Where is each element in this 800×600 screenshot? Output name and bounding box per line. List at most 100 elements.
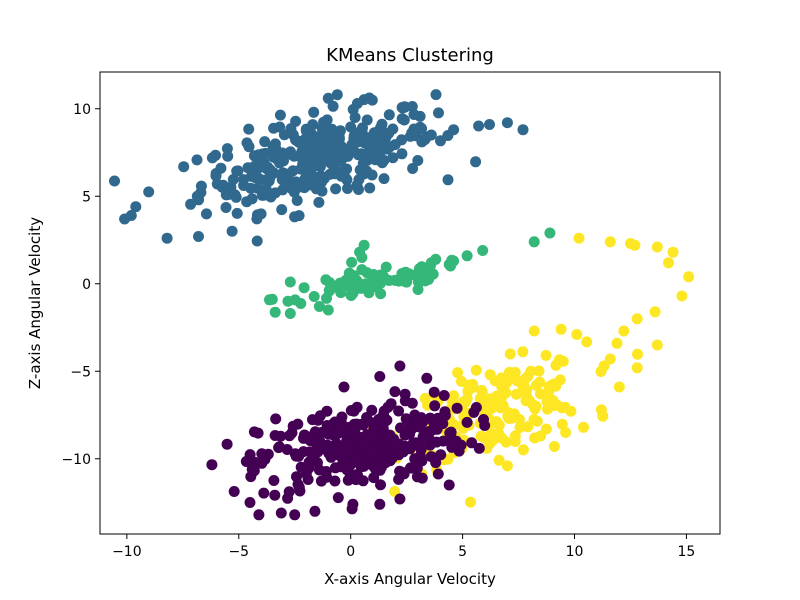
cluster-2-point-185 xyxy=(667,246,679,258)
cluster-0-point-279 xyxy=(210,149,221,161)
cluster-0-point-272 xyxy=(389,139,401,151)
cluster-0-point-244 xyxy=(143,186,155,198)
cluster-0-point-200 xyxy=(308,106,320,118)
cluster-2-point-95 xyxy=(509,436,521,447)
cluster-0-point-178 xyxy=(352,149,364,161)
cluster-0-point-331 xyxy=(484,119,495,130)
cluster-0-point-300 xyxy=(364,140,376,152)
cluster-0-point-297 xyxy=(295,136,307,148)
x-axis-label: X-axis Angular Velocity xyxy=(324,570,496,588)
cluster-2-point-121 xyxy=(509,366,521,378)
cluster-3-point-242 xyxy=(256,448,268,460)
cluster-3-point-329 xyxy=(338,381,350,393)
cluster-2-point-204 xyxy=(571,329,583,340)
cluster-3-point-236 xyxy=(393,405,405,417)
x-tick-label: −5 xyxy=(228,544,249,560)
cluster-2-point-68 xyxy=(540,349,552,361)
cluster-0-point-265 xyxy=(356,127,368,139)
cluster-0-point-112 xyxy=(396,113,408,125)
cluster-0-point-319 xyxy=(231,207,243,219)
cluster-0-point-295 xyxy=(351,179,363,191)
cluster-0-point-269 xyxy=(325,157,337,169)
cluster-0-point-161 xyxy=(340,173,352,184)
cluster-0-point-218 xyxy=(433,107,444,119)
cluster-3-point-178 xyxy=(361,412,373,423)
cluster-1-point-84 xyxy=(322,304,334,316)
cluster-0-point-289 xyxy=(255,208,267,220)
cluster-3-point-278 xyxy=(407,437,419,449)
cluster-0-point-296 xyxy=(274,121,286,133)
cluster-3-point-61 xyxy=(466,437,478,449)
cluster-3-point-308 xyxy=(331,449,343,460)
cluster-0-point-39 xyxy=(396,148,408,160)
cluster-2-point-178 xyxy=(475,430,487,442)
cluster-0-point-302 xyxy=(217,179,229,191)
cluster-1-point-94 xyxy=(461,250,473,262)
cluster-3-point-325 xyxy=(309,505,321,517)
cluster-0-point-301 xyxy=(285,146,296,158)
cluster-0-point-268 xyxy=(250,168,262,180)
cluster-0-point-330 xyxy=(448,124,460,136)
cluster-1-point-2 xyxy=(380,261,392,273)
cluster-0-point-333 xyxy=(517,124,529,136)
cluster-0-point-278 xyxy=(316,176,328,188)
cluster-3-point-323 xyxy=(275,507,287,519)
cluster-0-point-306 xyxy=(330,183,342,195)
cluster-1-point-86 xyxy=(358,239,370,251)
cluster-0-point-314 xyxy=(442,174,454,186)
cluster-0-point-281 xyxy=(305,150,317,162)
cluster-0-point-223 xyxy=(473,120,485,132)
cluster-0-point-262 xyxy=(251,235,263,247)
cluster-3-point-110 xyxy=(439,406,451,418)
cluster-0-point-102 xyxy=(387,152,399,164)
cluster-3-point-239 xyxy=(455,439,467,451)
plot-frame xyxy=(99,71,721,535)
cluster-0-point-329 xyxy=(425,129,437,141)
cluster-0-point-201 xyxy=(383,128,395,139)
cluster-3-point-314 xyxy=(312,414,324,426)
cluster-3-point-241 xyxy=(430,452,442,464)
y-tick-label: −10 xyxy=(61,452,91,468)
cluster-0-point-307 xyxy=(314,161,326,173)
cluster-0-point-61 xyxy=(361,114,373,126)
cluster-1-point-81 xyxy=(282,295,294,307)
cluster-0-point-305 xyxy=(338,146,350,157)
cluster-2-point-180 xyxy=(573,232,585,244)
cluster-3-point-315 xyxy=(384,429,396,441)
cluster-3-point-140 xyxy=(282,492,294,504)
cluster-0-point-318 xyxy=(268,151,280,163)
cluster-3-point-302 xyxy=(289,448,301,460)
cluster-0-point-283 xyxy=(313,196,325,208)
cluster-3-point-55 xyxy=(268,475,280,486)
cluster-3-point-292 xyxy=(248,426,260,438)
cluster-2-point-161 xyxy=(517,444,529,456)
cluster-2-point-190 xyxy=(631,313,643,325)
cluster-3-point-313 xyxy=(281,444,293,455)
cluster-0-point-190 xyxy=(348,133,360,144)
cluster-0-point-292 xyxy=(300,125,312,137)
cluster-2-point-169 xyxy=(503,413,515,424)
cluster-3-point-298 xyxy=(348,418,360,430)
cluster-0-point-332 xyxy=(501,117,513,129)
cluster-3-point-287 xyxy=(387,452,399,463)
cluster-3-point-136 xyxy=(284,430,295,442)
cluster-0-point-273 xyxy=(296,146,308,157)
x-tick-label: 5 xyxy=(458,544,467,560)
cluster-3-point-319 xyxy=(412,456,424,468)
cluster-3-point-124 xyxy=(269,489,281,501)
cluster-3-point-281 xyxy=(329,475,341,487)
cluster-0-point-275 xyxy=(366,131,378,143)
cluster-0-point-132 xyxy=(316,185,328,197)
cluster-3-point-210 xyxy=(341,435,353,447)
cluster-2-point-31 xyxy=(533,365,545,377)
cluster-0-point-115 xyxy=(220,202,232,213)
cluster-1-point-59 xyxy=(412,284,424,295)
cluster-3-point-250 xyxy=(424,434,436,446)
cluster-1-point-38 xyxy=(383,275,395,286)
cluster-0-point-196 xyxy=(470,156,482,168)
cluster-0-point-232 xyxy=(341,163,353,175)
cluster-1-point-67 xyxy=(320,274,332,286)
cluster-0-point-237 xyxy=(430,89,442,101)
x-tick-label: 0 xyxy=(346,544,355,560)
cluster-0-point-241 xyxy=(378,154,390,166)
